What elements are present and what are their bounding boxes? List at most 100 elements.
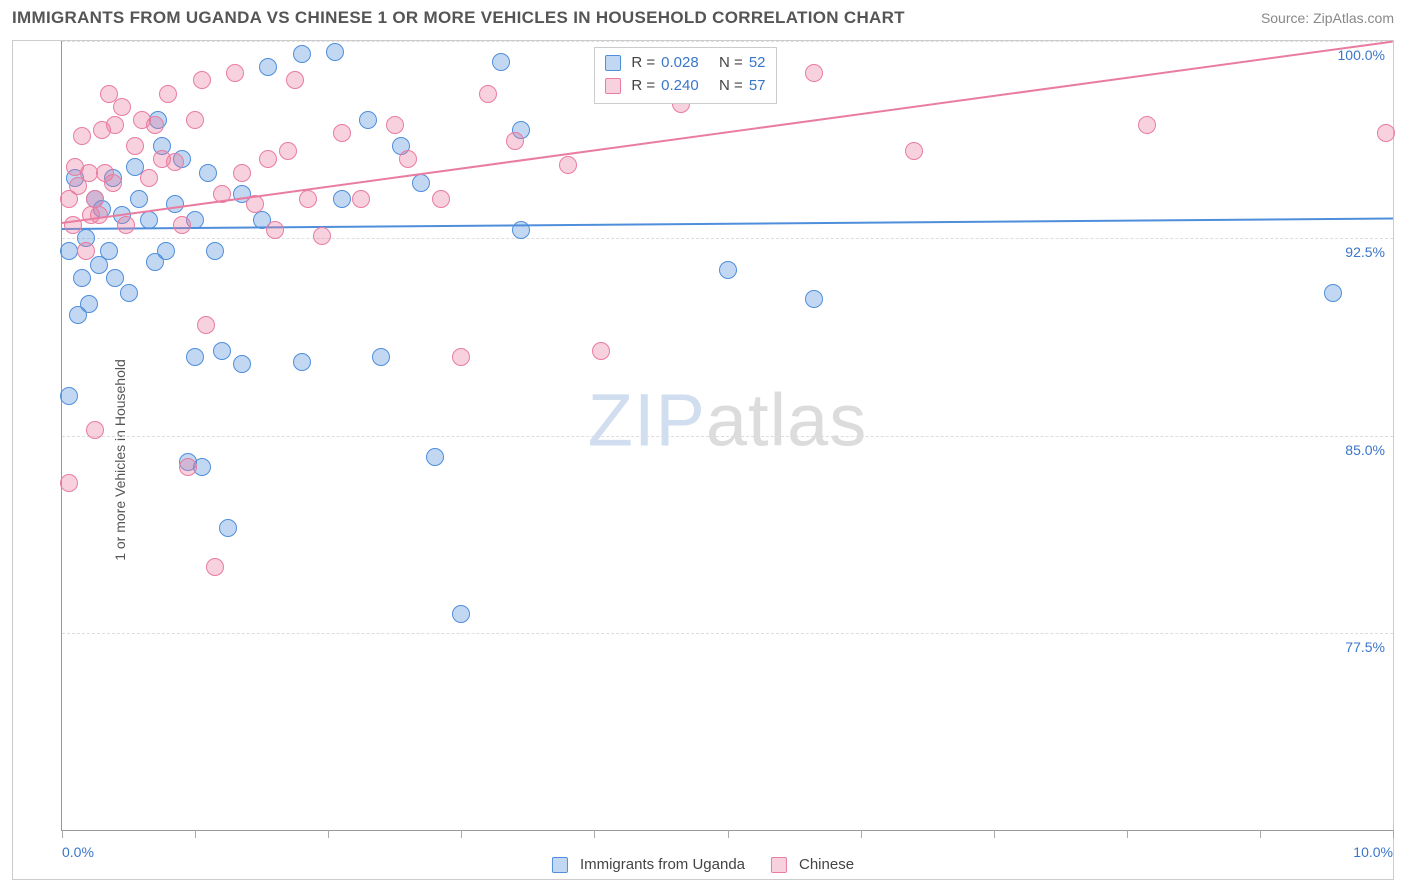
data-point-chinese [60, 474, 78, 492]
data-point-chinese [1138, 116, 1156, 134]
data-point-uganda [120, 284, 138, 302]
chart-title: IMMIGRANTS FROM UGANDA VS CHINESE 1 OR M… [12, 8, 905, 28]
data-point-chinese [266, 221, 284, 239]
data-point-chinese [1377, 124, 1395, 142]
data-point-uganda [372, 348, 390, 366]
data-point-uganda [157, 242, 175, 260]
y-tick-label: 92.5% [1345, 244, 1385, 260]
chart-header: IMMIGRANTS FROM UGANDA VS CHINESE 1 OR M… [0, 0, 1406, 34]
data-point-chinese [106, 116, 124, 134]
bottom-legend: Immigrants from Uganda Chinese [552, 856, 854, 873]
data-point-chinese [86, 421, 104, 439]
x-tick [1393, 830, 1394, 838]
data-point-uganda [199, 164, 217, 182]
data-point-chinese [140, 169, 158, 187]
gridline [62, 633, 1393, 634]
data-point-chinese [146, 116, 164, 134]
data-point-chinese [126, 137, 144, 155]
x-tick [328, 830, 329, 838]
data-point-uganda [293, 353, 311, 371]
data-point-chinese [452, 348, 470, 366]
x-tick [728, 830, 729, 838]
x-tick [594, 830, 595, 838]
watermark: ZIPatlas [588, 377, 867, 462]
y-tick-label: 85.0% [1345, 442, 1385, 458]
data-point-chinese [77, 242, 95, 260]
data-point-uganda [412, 174, 430, 192]
data-point-uganda [805, 290, 823, 308]
data-point-chinese [206, 558, 224, 576]
data-point-uganda [259, 58, 277, 76]
legend-item-uganda: Immigrants from Uganda [552, 856, 745, 873]
data-point-uganda [80, 295, 98, 313]
data-point-chinese [73, 127, 91, 145]
data-point-chinese [352, 190, 370, 208]
data-point-chinese [299, 190, 317, 208]
data-point-chinese [226, 64, 244, 82]
legend-swatch-chinese [771, 857, 787, 873]
data-point-chinese [313, 227, 331, 245]
data-point-uganda [233, 355, 251, 373]
x-tick [1260, 830, 1261, 838]
data-point-chinese [233, 164, 251, 182]
data-point-uganda [426, 448, 444, 466]
data-point-chinese [506, 132, 524, 150]
x-tick [1127, 830, 1128, 838]
data-point-chinese [117, 216, 135, 234]
data-point-chinese [104, 174, 122, 192]
legend-label-uganda: Immigrants from Uganda [580, 856, 745, 873]
legend-item-chinese: Chinese [771, 856, 854, 873]
x-tick [994, 830, 995, 838]
data-point-uganda [73, 269, 91, 287]
watermark-zip: ZIP [588, 378, 706, 461]
data-point-uganda [106, 269, 124, 287]
gridline [62, 436, 1393, 437]
data-point-uganda [186, 348, 204, 366]
data-point-chinese [90, 206, 108, 224]
gridline [62, 41, 1393, 42]
data-point-chinese [559, 156, 577, 174]
data-point-uganda [130, 190, 148, 208]
data-point-uganda [100, 242, 118, 260]
data-point-uganda [333, 190, 351, 208]
watermark-atlas: atlas [706, 378, 867, 461]
data-point-chinese [479, 85, 497, 103]
data-point-uganda [213, 342, 231, 360]
chart-outer-frame: 1 or more Vehicles in Household ZIPatlas… [12, 40, 1394, 880]
data-point-uganda [60, 387, 78, 405]
data-point-uganda [359, 111, 377, 129]
data-point-chinese [193, 71, 211, 89]
data-point-chinese [386, 116, 404, 134]
stats-row-chinese: R =0.240 N =57 [605, 75, 765, 98]
gridline [62, 238, 1393, 239]
data-point-chinese [259, 150, 277, 168]
x-tick [62, 830, 63, 838]
data-point-uganda [206, 242, 224, 260]
data-point-chinese [113, 98, 131, 116]
data-point-uganda [492, 53, 510, 71]
data-point-chinese [166, 153, 184, 171]
data-point-chinese [159, 85, 177, 103]
source-label: Source: ZipAtlas.com [1261, 10, 1394, 26]
data-point-uganda [60, 242, 78, 260]
data-point-uganda [219, 519, 237, 537]
data-point-uganda [140, 211, 158, 229]
stats-row-uganda: R =0.028 N =52 [605, 52, 765, 75]
x-tick [195, 830, 196, 838]
y-tick-label: 100.0% [1338, 47, 1385, 63]
x-tick-label: 0.0% [62, 844, 94, 860]
data-point-chinese [432, 190, 450, 208]
x-tick [861, 830, 862, 838]
data-point-uganda [452, 605, 470, 623]
stats-swatch-uganda [605, 55, 621, 71]
data-point-chinese [197, 316, 215, 334]
data-point-uganda [293, 45, 311, 63]
data-point-uganda [166, 195, 184, 213]
legend-swatch-uganda [552, 857, 568, 873]
data-point-chinese [805, 64, 823, 82]
y-tick-label: 77.5% [1345, 639, 1385, 655]
data-point-chinese [173, 216, 191, 234]
data-point-chinese [179, 458, 197, 476]
x-tick-label: 10.0% [1353, 844, 1393, 860]
data-point-chinese [905, 142, 923, 160]
